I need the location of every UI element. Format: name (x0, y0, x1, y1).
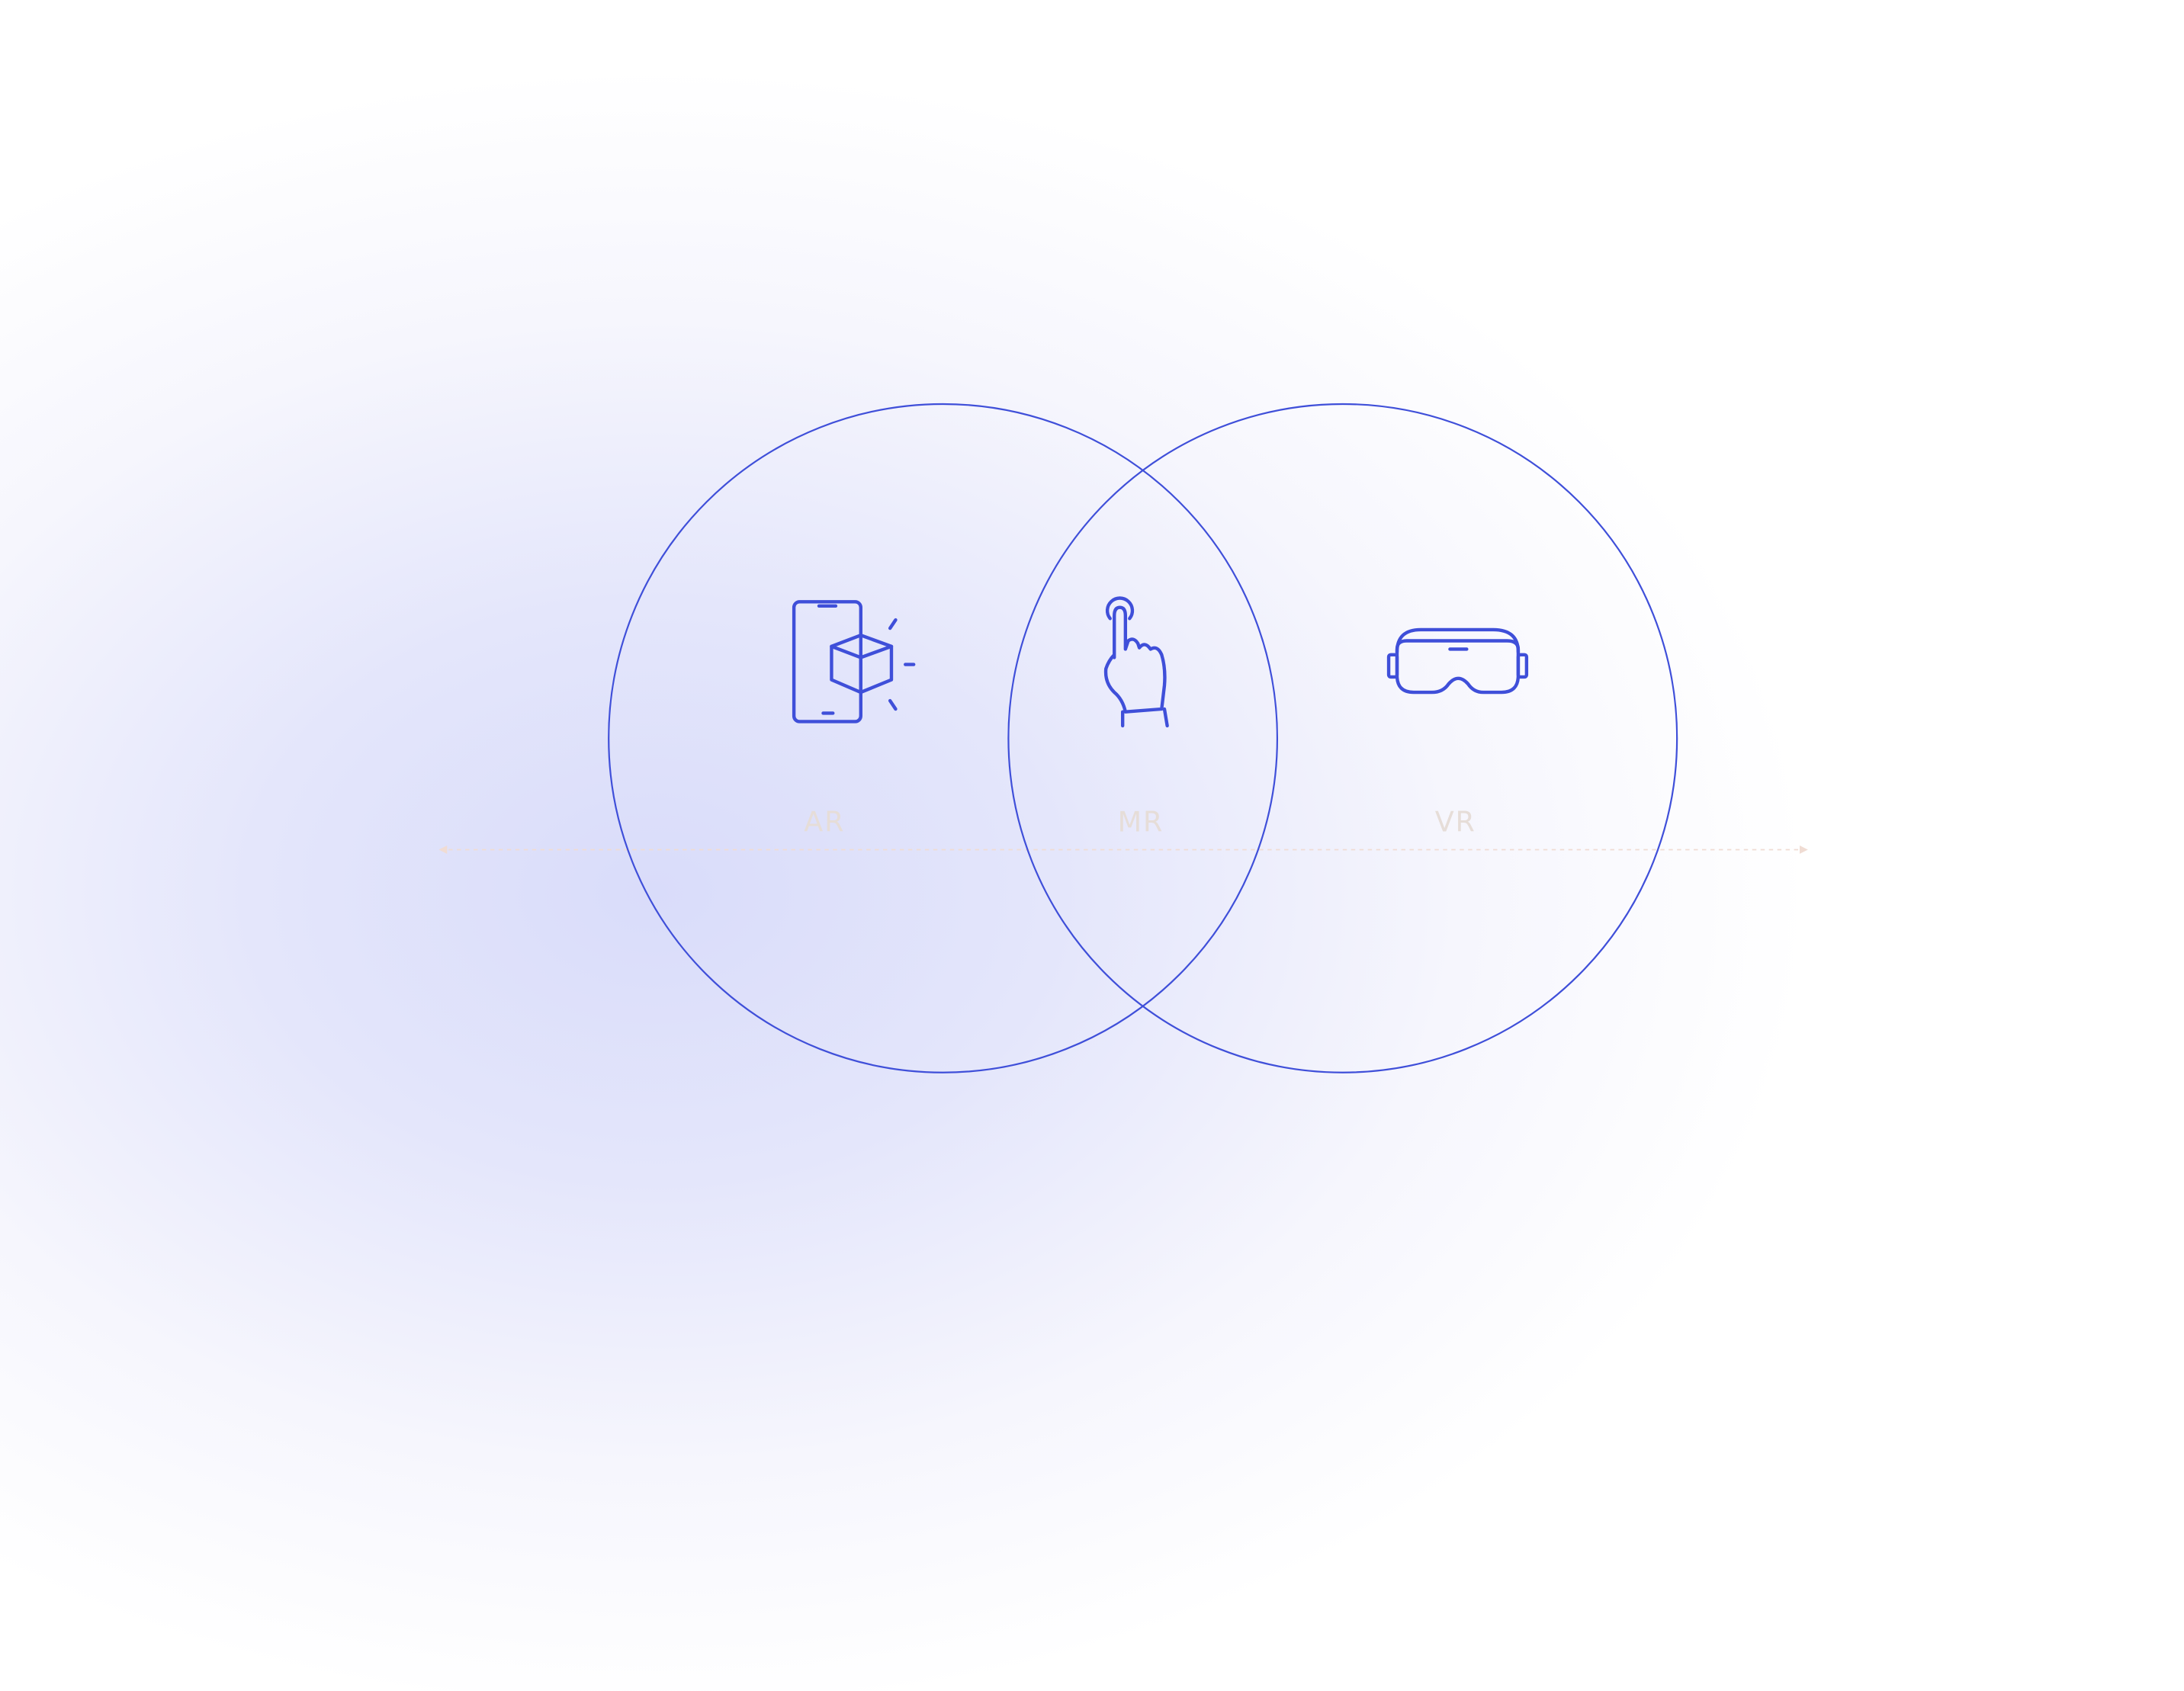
ar-circle (608, 403, 1279, 1073)
mr-icon (1103, 596, 1169, 728)
vr-icon (1386, 627, 1529, 695)
mr-label: MR (1118, 806, 1164, 839)
ar-icon (792, 600, 916, 724)
vr-label: VR (1435, 806, 1476, 839)
ar-label: AR (804, 806, 845, 839)
vr-circle (1007, 403, 1678, 1073)
